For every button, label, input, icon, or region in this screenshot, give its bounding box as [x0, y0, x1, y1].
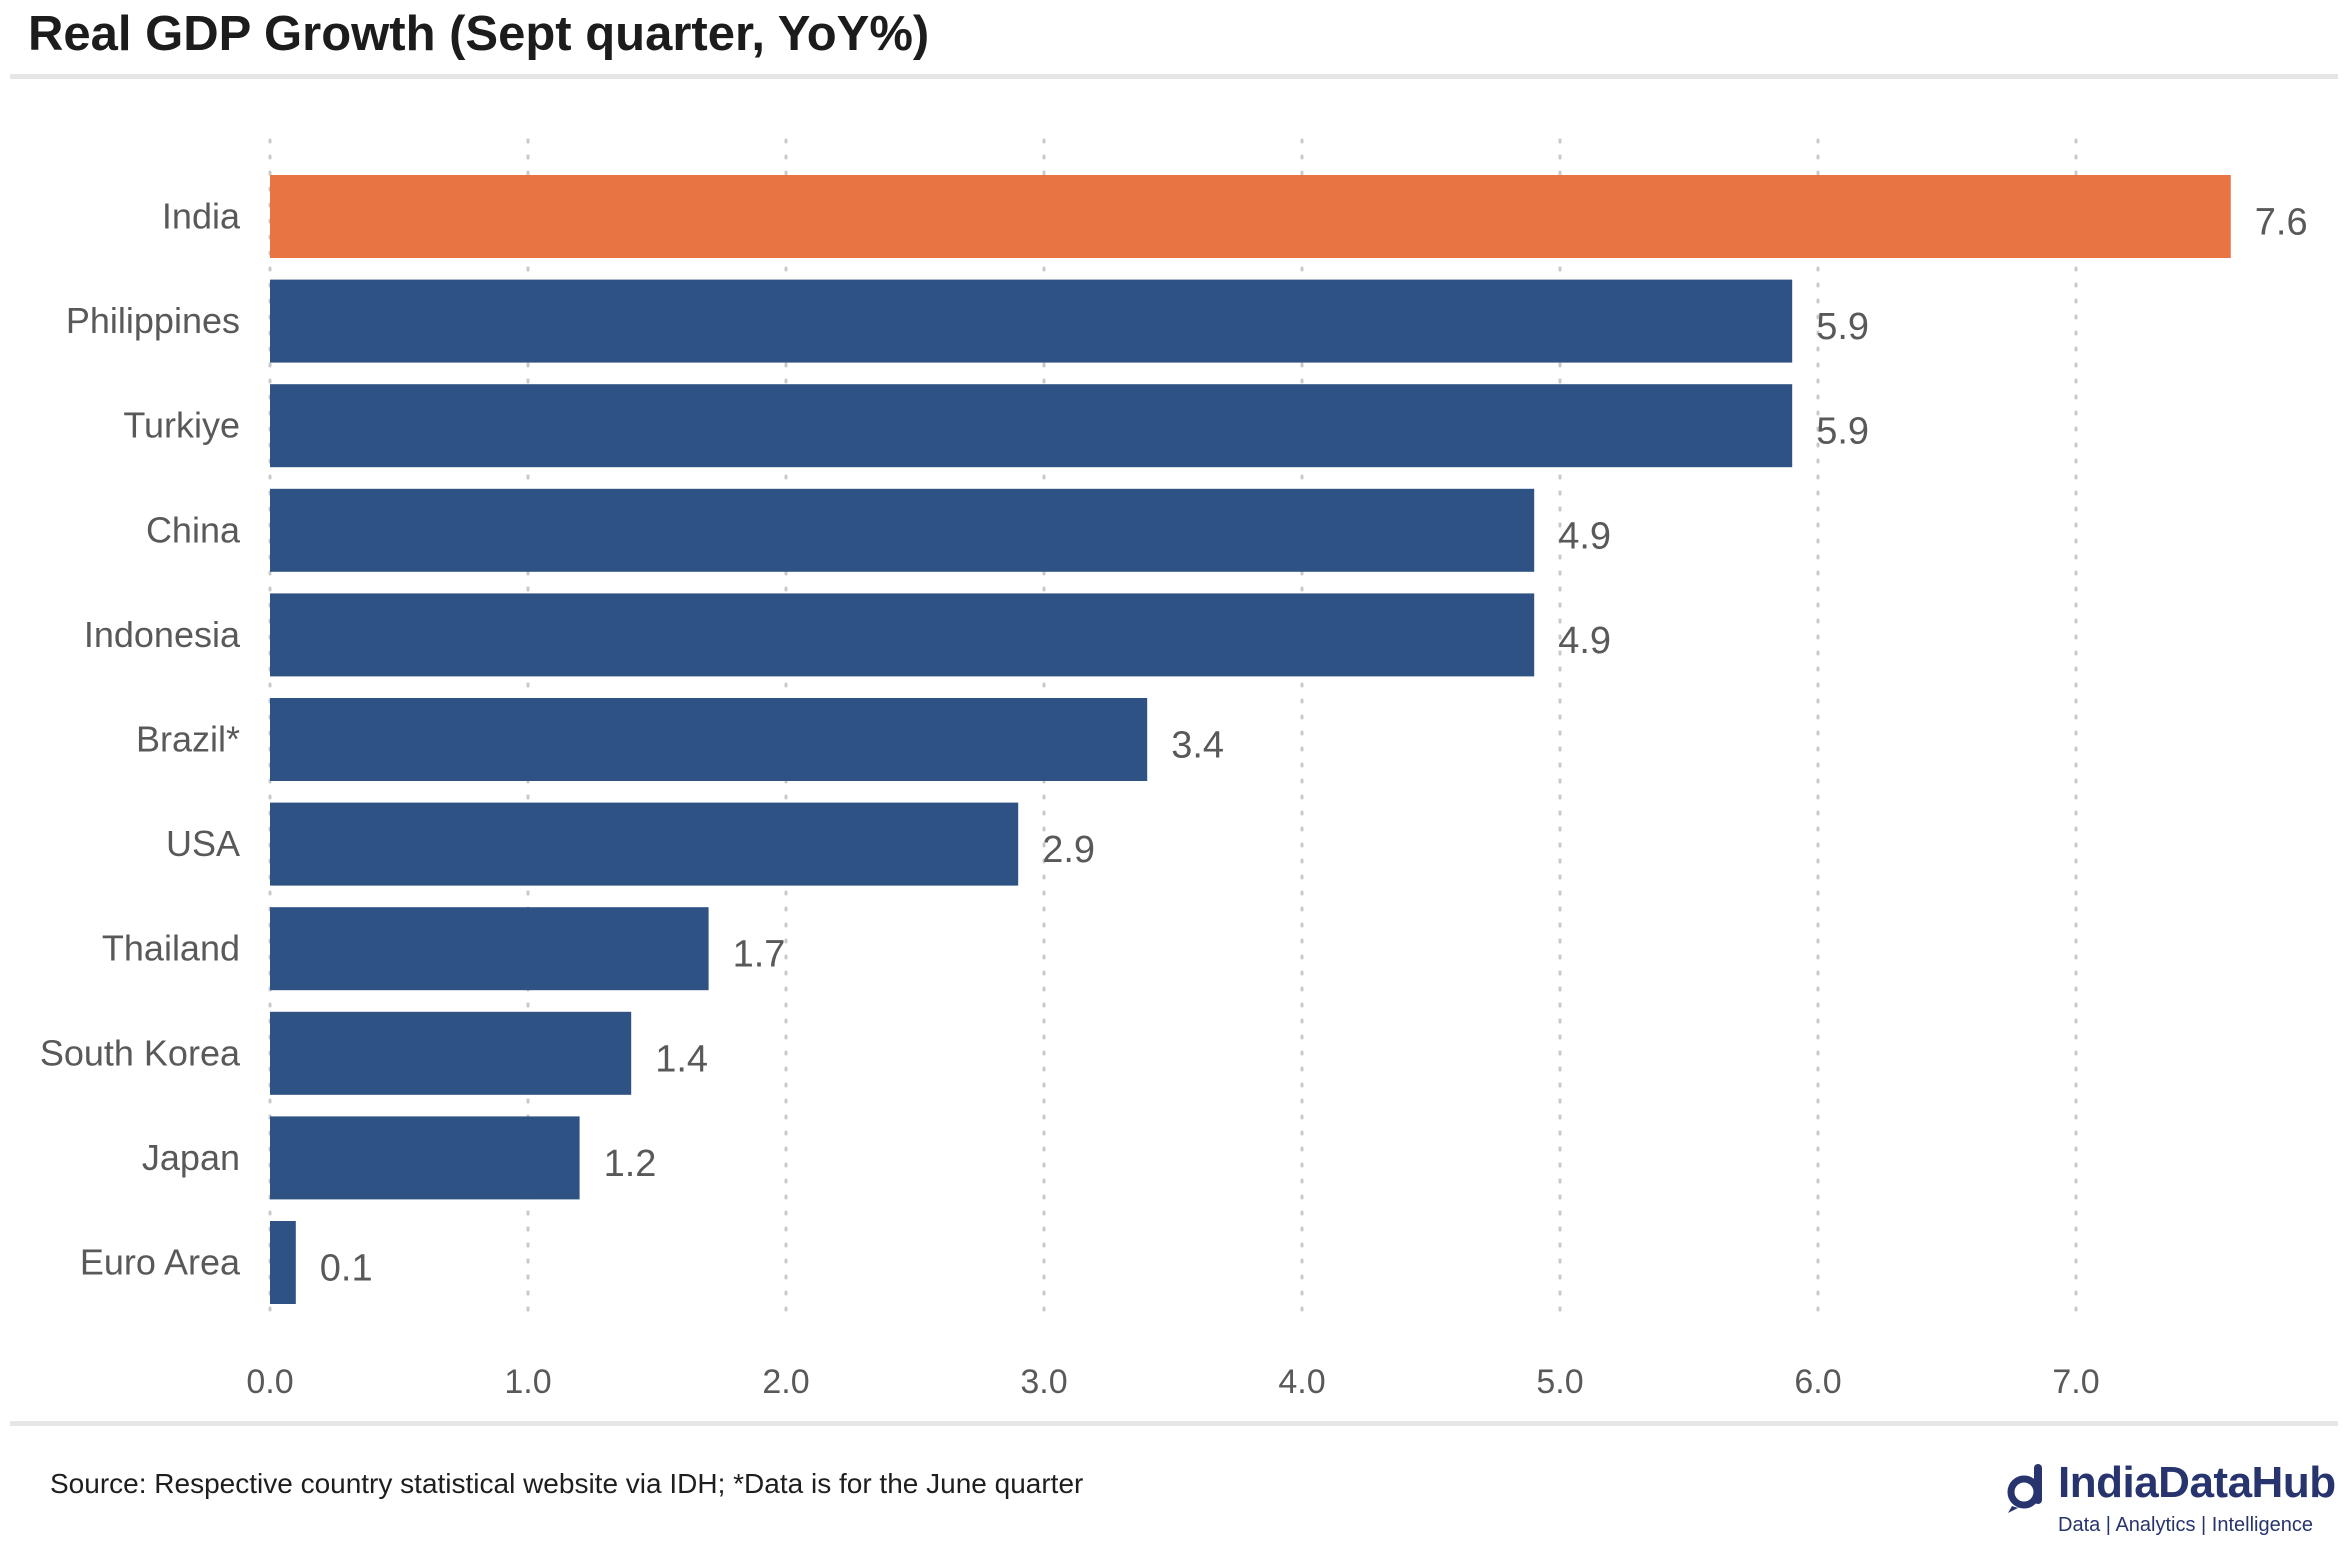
indiadatahub-logo: IndiaDataHub Data | Analytics | Intellig… [2006, 1458, 2336, 1548]
category-label: Japan [142, 1137, 240, 1178]
category-label: Euro Area [80, 1242, 241, 1283]
chart-title: Real GDP Growth (Sept quarter, YoY%) [28, 7, 930, 61]
title-divider [10, 74, 2338, 79]
value-label: 3.4 [1171, 725, 1224, 767]
bar [270, 488, 1535, 572]
value-label: 1.7 [733, 934, 786, 976]
logo-name: IndiaDataHub [2058, 1458, 2336, 1507]
x-tick-label: 4.0 [1278, 1363, 1325, 1401]
x-tick-label: 1.0 [504, 1363, 551, 1401]
source-note: Source: Respective country statistical w… [50, 1468, 1084, 1499]
x-tick-label: 5.0 [1536, 1363, 1583, 1401]
logo-mark-icon [2007, 1464, 2042, 1513]
footer-divider [10, 1421, 2338, 1426]
bar [270, 907, 709, 991]
x-tick-label: 6.0 [1794, 1363, 1841, 1401]
x-tick-label: 2.0 [762, 1363, 809, 1401]
category-label: Turkiye [123, 405, 240, 446]
x-tick-label: 7.0 [2052, 1363, 2099, 1401]
category-label: USA [166, 823, 240, 864]
value-label: 5.9 [1816, 411, 1869, 453]
value-label: 7.6 [2255, 202, 2308, 244]
category-label: Philippines [66, 300, 240, 341]
value-label: 4.9 [1558, 515, 1611, 557]
value-label: 1.4 [655, 1038, 708, 1080]
value-label: 0.1 [320, 1248, 373, 1290]
value-label: 4.9 [1558, 620, 1611, 662]
value-label: 5.9 [1816, 306, 1869, 348]
category-label: China [146, 509, 241, 550]
bar-chart: 0.0 1.0 2.0 3.0 4.0 5.0 6.0 7.0 India 7.6 Philippi… [40, 138, 2308, 1401]
bar [270, 593, 1535, 677]
bar [270, 1011, 632, 1095]
logo-tagline: Data | Analytics | Intelligence [2058, 1514, 2313, 1536]
bar [270, 1116, 580, 1200]
bar [270, 802, 1019, 886]
bar [270, 698, 1148, 781]
category-label: Indonesia [84, 614, 241, 655]
value-label: 2.9 [1042, 829, 1095, 871]
category-label: Brazil* [136, 719, 240, 760]
bar [270, 1221, 296, 1304]
category-label: India [162, 196, 241, 237]
bar [270, 175, 2231, 258]
x-tick-label: 3.0 [1020, 1363, 1067, 1401]
x-tick-label: 0.0 [246, 1363, 293, 1401]
category-label: South Korea [40, 1032, 241, 1073]
bar [270, 279, 1793, 363]
value-label: 1.2 [604, 1143, 657, 1185]
category-label: Thailand [102, 928, 240, 969]
bar [270, 384, 1793, 468]
